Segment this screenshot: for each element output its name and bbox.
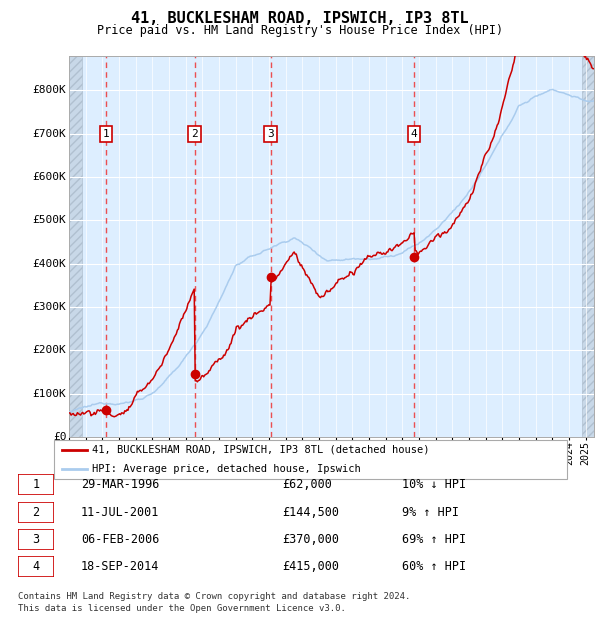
Text: £500K: £500K [32, 216, 67, 226]
Text: £370,000: £370,000 [282, 533, 339, 546]
Text: 29-MAR-1996: 29-MAR-1996 [81, 479, 160, 491]
Text: £600K: £600K [32, 172, 67, 182]
Text: £100K: £100K [32, 389, 67, 399]
Text: 60% ↑ HPI: 60% ↑ HPI [402, 560, 466, 573]
Text: This data is licensed under the Open Government Licence v3.0.: This data is licensed under the Open Gov… [18, 603, 346, 613]
Text: £62,000: £62,000 [282, 479, 332, 491]
Text: 06-FEB-2006: 06-FEB-2006 [81, 533, 160, 546]
Text: £144,500: £144,500 [282, 506, 339, 518]
Text: £0: £0 [53, 432, 67, 442]
FancyBboxPatch shape [18, 474, 54, 495]
Bar [581, 56, 594, 437]
Text: 4: 4 [411, 129, 418, 139]
FancyBboxPatch shape [54, 440, 567, 479]
Text: Price paid vs. HM Land Registry's House Price Index (HPI): Price paid vs. HM Land Registry's House … [97, 24, 503, 37]
Text: 3: 3 [32, 533, 40, 546]
Text: 1: 1 [32, 479, 40, 491]
Text: £200K: £200K [32, 345, 67, 355]
FancyBboxPatch shape [18, 502, 54, 523]
FancyBboxPatch shape [18, 556, 54, 577]
Text: 69% ↑ HPI: 69% ↑ HPI [402, 533, 466, 546]
Bar [69, 56, 82, 437]
Text: 2: 2 [32, 506, 40, 518]
Text: £415,000: £415,000 [282, 560, 339, 573]
Text: £800K: £800K [32, 86, 67, 95]
Text: 1: 1 [103, 129, 110, 139]
Text: 2: 2 [191, 129, 198, 139]
Text: £400K: £400K [32, 259, 67, 269]
Text: 9% ↑ HPI: 9% ↑ HPI [402, 506, 459, 518]
FancyBboxPatch shape [18, 529, 54, 550]
Text: Contains HM Land Registry data © Crown copyright and database right 2024.: Contains HM Land Registry data © Crown c… [18, 592, 410, 601]
Text: 11-JUL-2001: 11-JUL-2001 [81, 506, 160, 518]
Text: 41, BUCKLESHAM ROAD, IPSWICH, IP3 8TL (detached house): 41, BUCKLESHAM ROAD, IPSWICH, IP3 8TL (d… [92, 445, 430, 455]
Text: HPI: Average price, detached house, Ipswich: HPI: Average price, detached house, Ipsw… [92, 464, 361, 474]
Text: 41, BUCKLESHAM ROAD, IPSWICH, IP3 8TL: 41, BUCKLESHAM ROAD, IPSWICH, IP3 8TL [131, 11, 469, 26]
Text: 3: 3 [267, 129, 274, 139]
Text: 18-SEP-2014: 18-SEP-2014 [81, 560, 160, 573]
Text: 4: 4 [32, 560, 40, 573]
Text: £700K: £700K [32, 129, 67, 139]
Text: £300K: £300K [32, 302, 67, 312]
Text: 10% ↓ HPI: 10% ↓ HPI [402, 479, 466, 491]
